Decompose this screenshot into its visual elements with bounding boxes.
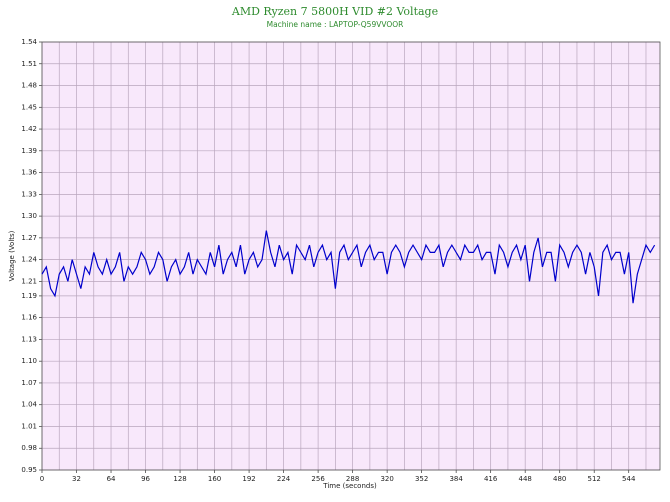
chart-subtitle: Machine name : LAPTOP-Q59VVOOR — [267, 20, 404, 29]
x-tick-label: 96 — [141, 475, 150, 483]
y-tick-label: 1.30 — [21, 212, 37, 220]
x-tick-label: 32 — [72, 475, 81, 483]
x-tick-label: 416 — [484, 475, 498, 483]
y-tick-label: 1.19 — [21, 292, 37, 300]
y-tick-label: 1.51 — [21, 60, 37, 68]
y-tick-label: 0.98 — [21, 444, 37, 452]
x-tick-label: 128 — [173, 475, 186, 483]
plot-frame — [41, 41, 661, 471]
x-tick-label: 544 — [622, 475, 636, 483]
x-axis-label: Time (seconds) — [322, 482, 377, 490]
y-tick-label: 1.36 — [21, 169, 37, 177]
y-tick-label: 1.39 — [21, 147, 37, 155]
y-tick-label: 1.01 — [21, 422, 37, 430]
y-tick-label: 1.07 — [21, 379, 37, 387]
y-tick-label: 1.42 — [21, 125, 37, 133]
y-tick-label: 0.95 — [21, 466, 37, 474]
x-tick-label: 224 — [277, 475, 291, 483]
y-tick-label: 1.16 — [21, 314, 37, 322]
y-tick-label: 1.48 — [21, 82, 37, 90]
chart-title: AMD Ryzen 7 5800H VID #2 Voltage — [231, 5, 438, 18]
x-tick-label: 160 — [208, 475, 221, 483]
y-tick-label: 1.24 — [21, 256, 37, 264]
y-axis-label: Voltage (Volts) — [8, 230, 16, 281]
y-tick-label: 1.45 — [21, 103, 37, 111]
x-tick-label: 256 — [311, 475, 325, 483]
x-tick-label: 320 — [380, 475, 393, 483]
x-tick-label: 384 — [449, 475, 463, 483]
y-tick-label: 1.21 — [21, 277, 37, 285]
y-tick-label: 1.04 — [21, 401, 37, 409]
data-line — [41, 230, 656, 304]
y-tick-label: 1.10 — [21, 357, 37, 365]
x-tick-label: 192 — [242, 475, 255, 483]
x-tick-label: 512 — [588, 475, 601, 483]
x-tick-label: 0 — [40, 475, 44, 483]
x-tick-label: 448 — [518, 475, 531, 483]
y-tick-label: 1.27 — [21, 234, 37, 242]
y-tick-label: 1.13 — [21, 335, 37, 343]
x-tick-label: 480 — [553, 475, 566, 483]
y-tick-label: 1.33 — [21, 190, 37, 198]
x-tick-label: 64 — [107, 475, 116, 483]
x-tick-label: 288 — [346, 475, 359, 483]
x-tick-label: 352 — [415, 475, 428, 483]
y-tick-label: 1.54 — [21, 38, 37, 46]
